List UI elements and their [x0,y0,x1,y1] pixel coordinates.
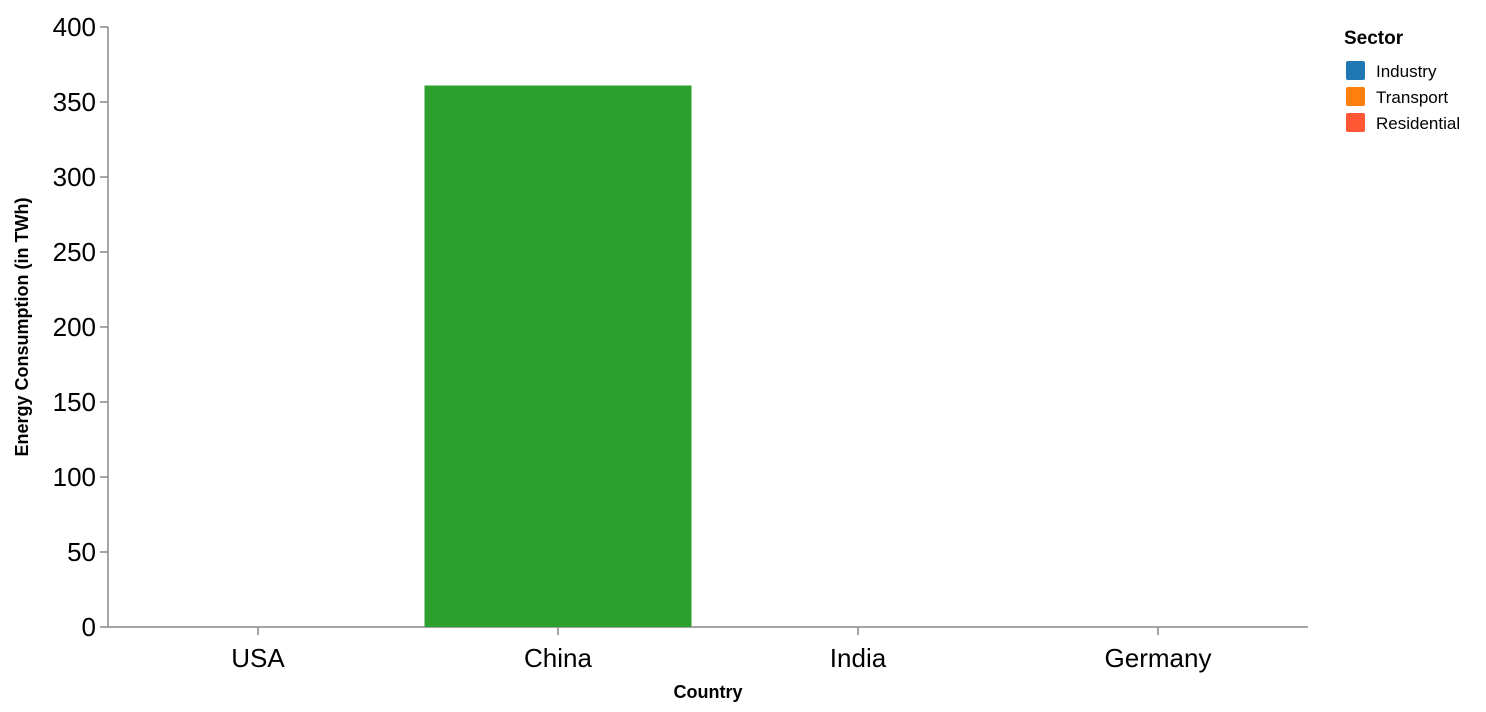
y-tick-label: 200 [53,312,96,342]
y-axis-title: Energy Consumption (in TWh) [12,198,32,457]
x-axis-title: Country [674,682,743,702]
y-tick-label: 250 [53,237,96,267]
y-tick-label: 0 [82,612,96,642]
legend-label-transport: Transport [1376,88,1448,107]
x-tick-label: USA [231,643,285,673]
bars [424,85,692,627]
y-tick-label: 150 [53,387,96,417]
legend-swatch-transport [1346,87,1365,106]
legend-swatch-residential [1346,113,1365,132]
x-axis: USA China India Germany [108,626,1308,673]
y-tick-label: 100 [53,462,96,492]
legend-label-industry: Industry [1376,62,1437,81]
y-tick-label: 300 [53,162,96,192]
y-tick-label: 400 [53,12,96,42]
x-tick-label: China [524,643,592,673]
bar-china [424,85,692,627]
y-tick-label: 350 [53,87,96,117]
legend-title: Sector [1344,28,1404,49]
legend: Sector Industry Transport Residential [1344,28,1460,133]
legend-label-residential: Residential [1376,114,1460,133]
y-tick-label: 50 [67,537,96,567]
x-tick-label: India [830,643,887,673]
y-axis: 0 50 100 150 200 250 300 350 400 [53,12,109,642]
x-tick-label: Germany [1105,643,1212,673]
legend-swatch-industry [1346,61,1365,80]
